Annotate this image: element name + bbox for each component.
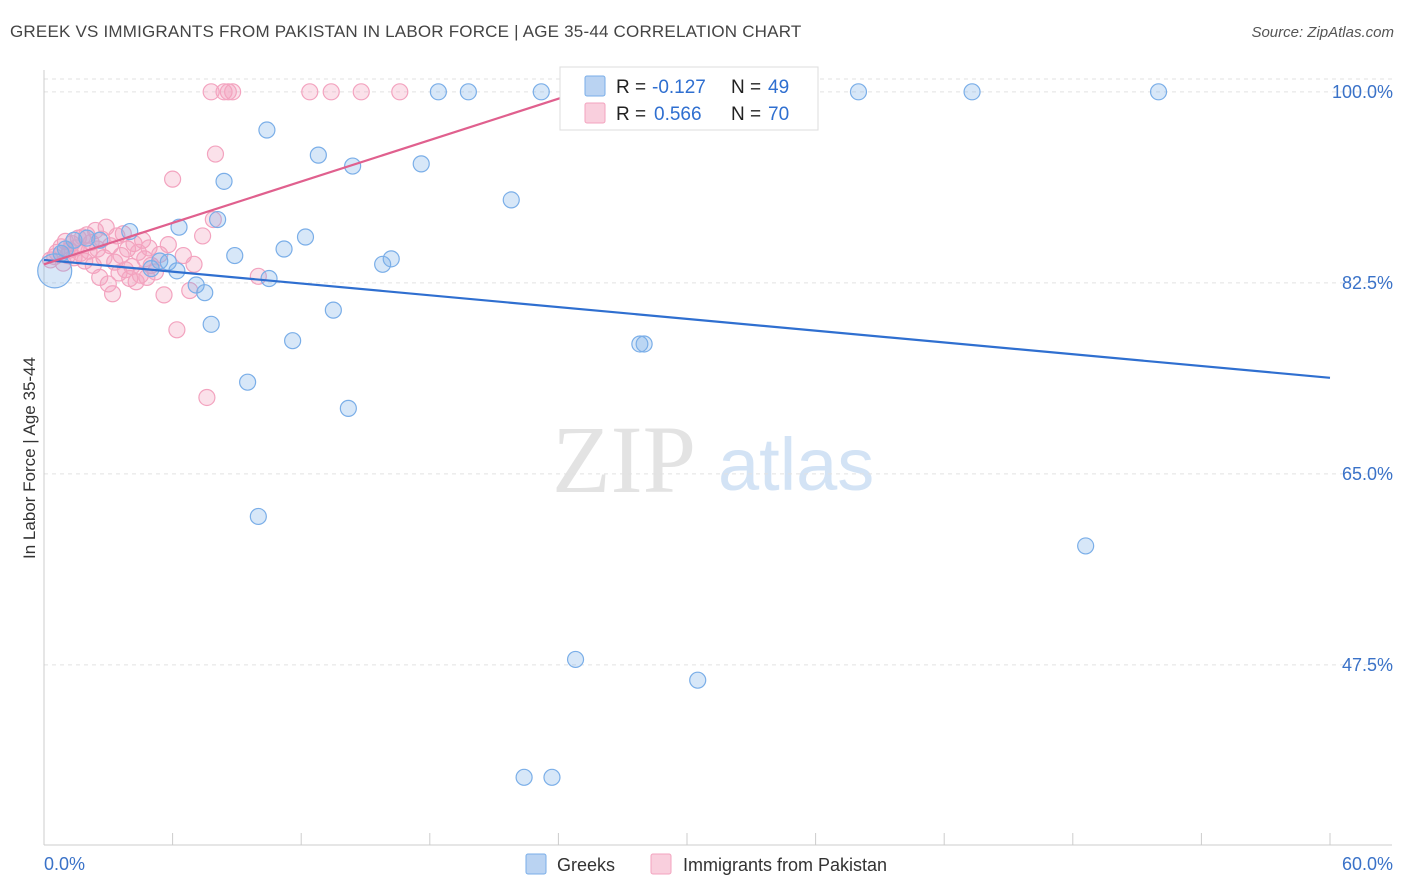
legend-r-value-greeks: -0.127 [652,77,706,98]
point-pakistan [206,145,225,163]
point-greeks [339,399,357,417]
legend-swatch-greeks [584,75,606,97]
x-tick-label-min: 0.0% [44,854,85,874]
point-greeks [226,246,244,265]
point-greeks [239,373,257,391]
point-greeks [284,332,302,350]
y-tick-labels: 47.5% 65.0% 82.5% 100.0% [1332,82,1393,675]
point-greeks [209,210,227,229]
point-greeks [78,229,96,247]
legend-n-value-pakistan: 70 [768,104,789,125]
point-greeks [324,301,342,319]
y-axis-title: In Labor Force | Age 35-44 [20,357,39,559]
y-tick-label: 47.5% [1342,655,1393,675]
point-pakistan [301,83,319,101]
point-greeks [382,250,400,268]
y-tick-label: 65.0% [1342,464,1393,484]
point-greeks [532,83,550,101]
point-pakistan [202,83,220,101]
point-greeks [502,191,520,209]
legend-r-label-greeks: R = [616,77,646,98]
point-greeks [849,83,868,101]
point-greeks [296,228,315,246]
point-pakistan [91,268,109,286]
gridlines [44,78,1392,666]
point-greeks [374,255,392,273]
legend-n-label-pakistan: N = [731,104,761,125]
watermark-atlas: atlas [718,423,874,506]
point-greeks [151,252,169,270]
legend-r-label-pakistan: R = [616,104,646,125]
legend-n-label-greeks: N = [731,77,761,98]
point-greeks [309,146,327,164]
x-tick-label-max: 60.0% [1342,854,1393,874]
legend-r-value-pakistan: 0.566 [654,104,702,125]
point-pakistan [352,83,370,101]
correlation-legend: R = -0.127 N = 49 R = 0.566 N = 70 [559,66,819,131]
point-pakistan [322,83,340,101]
point-greeks [515,768,533,786]
point-pakistan [164,170,182,188]
point-pakistan [140,239,158,257]
point-pakistan [103,285,122,303]
point-pakistan [168,321,186,339]
point-pakistan [224,83,242,101]
y-tick-label: 82.5% [1342,273,1393,293]
legend-n-value-greeks: 49 [768,77,789,98]
point-greeks [635,335,653,353]
bottom-legend-label-pakistan: Immigrants from Pakistan [683,855,887,875]
point-greeks [249,507,267,526]
point-greeks [689,671,707,689]
point-pakistan [159,236,177,254]
point-greeks [412,155,430,173]
trend-line-pakistan [43,90,581,266]
point-greeks [631,335,649,353]
point-greeks [202,315,220,333]
watermark: ZIP atlas [552,406,874,513]
point-greeks [963,83,981,101]
point-greeks [566,650,585,669]
axes [43,70,1392,846]
point-greeks [1149,83,1168,101]
point-pakistan [219,83,237,101]
point-greeks [1077,537,1095,555]
bottom-legend-label-greeks: Greeks [557,855,615,875]
point-pakistan [391,83,409,101]
chart-title: GREEK VS IMMIGRANTS FROM PAKISTAN IN LAB… [10,22,802,41]
point-pakistan [155,286,173,304]
series-greeks-points [37,83,1168,786]
source-label: Source: ZipAtlas.com [1251,24,1394,41]
point-greeks [275,240,293,258]
point-greeks [159,253,177,271]
point-greeks [65,231,83,249]
trend-lines [43,90,1331,379]
point-greeks [459,83,477,101]
point-pakistan [185,255,203,273]
series-pakistan-points [41,83,816,407]
point-pakistan [194,227,212,245]
point-pakistan [198,388,216,407]
y-tick-label: 100.0% [1332,82,1393,102]
bottom-legend-swatch-pakistan [650,853,672,875]
point-greeks [543,768,561,786]
point-greeks [258,121,276,139]
x-tick-labels: 0.0% 60.0% [44,854,1393,874]
bottom-legend-swatch-greeks [525,853,547,875]
point-pakistan [204,210,222,229]
point-greeks [196,284,214,302]
series-legend: Greeks Immigrants from Pakistan [525,853,887,875]
trend-line-greeks [43,258,1331,379]
point-greeks [260,269,278,288]
point-pakistan [99,275,117,293]
point-greeks [215,172,233,190]
watermark-zip: ZIP [552,406,696,513]
legend-swatch-pakistan [584,102,606,124]
point-greeks [429,83,447,101]
